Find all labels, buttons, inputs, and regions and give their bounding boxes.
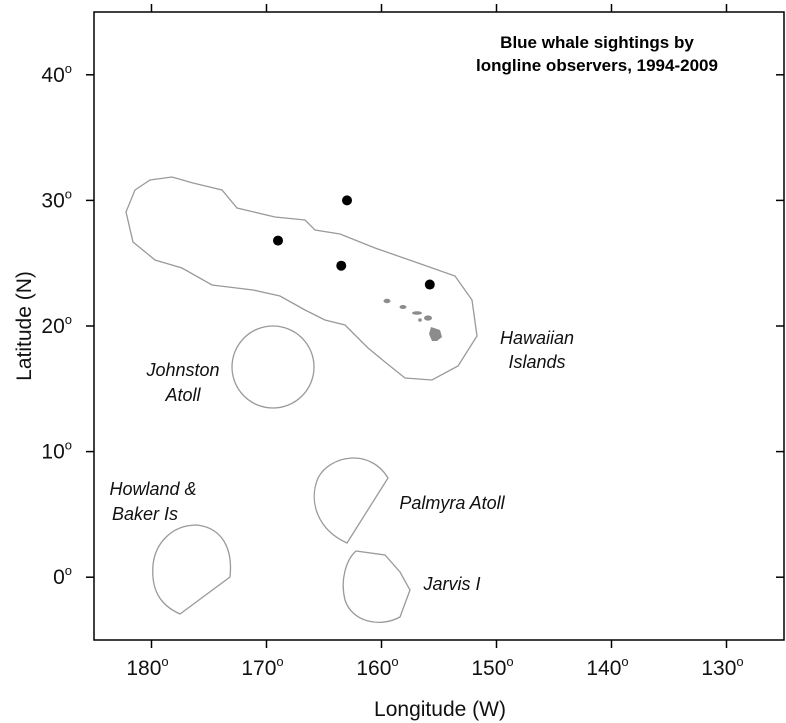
x-axis-title: Longitude (W) — [374, 698, 506, 721]
howland-baker-eez — [152, 524, 232, 615]
label-baker: Baker Is — [112, 504, 178, 524]
sighting-point — [424, 279, 435, 290]
y-axis-title: Latitude (N) — [13, 271, 36, 381]
x-tick-label: 140o — [586, 654, 628, 680]
label-hawaiian: Hawaiian — [500, 328, 574, 348]
island-hawaii — [429, 327, 442, 341]
label-palmyra: Palmyra Atoll — [399, 493, 505, 513]
label-howland: Howland & — [109, 479, 196, 499]
plot-frame — [93, 11, 785, 641]
y-tick-label: 20o — [41, 312, 72, 338]
sighting-point — [336, 260, 347, 271]
label-islands: Islands — [508, 352, 565, 372]
island-molokai — [412, 311, 422, 315]
hawaiian-islands-land — [383, 298, 442, 341]
palmyra-atoll-eez — [313, 457, 389, 544]
title-line-2: longline observers, 1994-2009 — [476, 56, 718, 75]
island-kauai — [383, 298, 391, 304]
sighting-point — [342, 195, 352, 206]
y-tick-label: 10o — [41, 438, 72, 464]
x-tick-label: 180o — [126, 654, 168, 680]
island-oahu — [399, 305, 407, 309]
y-tick-label: 40o — [41, 61, 72, 87]
y-tick-label: 30o — [41, 186, 72, 212]
label-atoll: Atoll — [164, 385, 201, 405]
island-maui — [424, 315, 432, 321]
x-tick-label: 130o — [701, 654, 743, 680]
x-tick-label: 150o — [471, 654, 513, 680]
sightings-layer — [273, 195, 435, 290]
label-jarvis: Jarvis I — [422, 574, 480, 594]
title-line-1: Blue whale sightings by — [500, 33, 694, 52]
x-tick-label: 160o — [356, 654, 398, 680]
x-tick-label: 170o — [241, 654, 283, 680]
sighting-point — [273, 235, 283, 246]
island-lanai — [418, 318, 422, 322]
hawaiian-islands-eez — [125, 176, 478, 381]
jarvis-eez — [342, 550, 411, 624]
y-tick-label: 0o — [53, 563, 72, 589]
johnston-atoll-eez — [231, 325, 315, 409]
label-johnston: Johnston — [145, 360, 219, 380]
